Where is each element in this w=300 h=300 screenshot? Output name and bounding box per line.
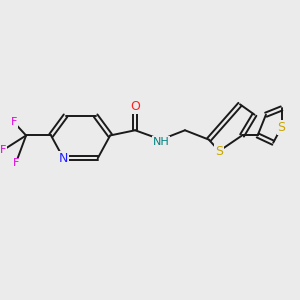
Text: F: F	[13, 158, 19, 169]
Text: NH: NH	[153, 137, 169, 147]
Text: F: F	[0, 145, 6, 155]
Text: O: O	[130, 100, 140, 113]
Text: S: S	[278, 121, 286, 134]
Text: F: F	[11, 117, 17, 127]
Text: N: N	[59, 152, 68, 165]
Text: S: S	[215, 145, 223, 158]
